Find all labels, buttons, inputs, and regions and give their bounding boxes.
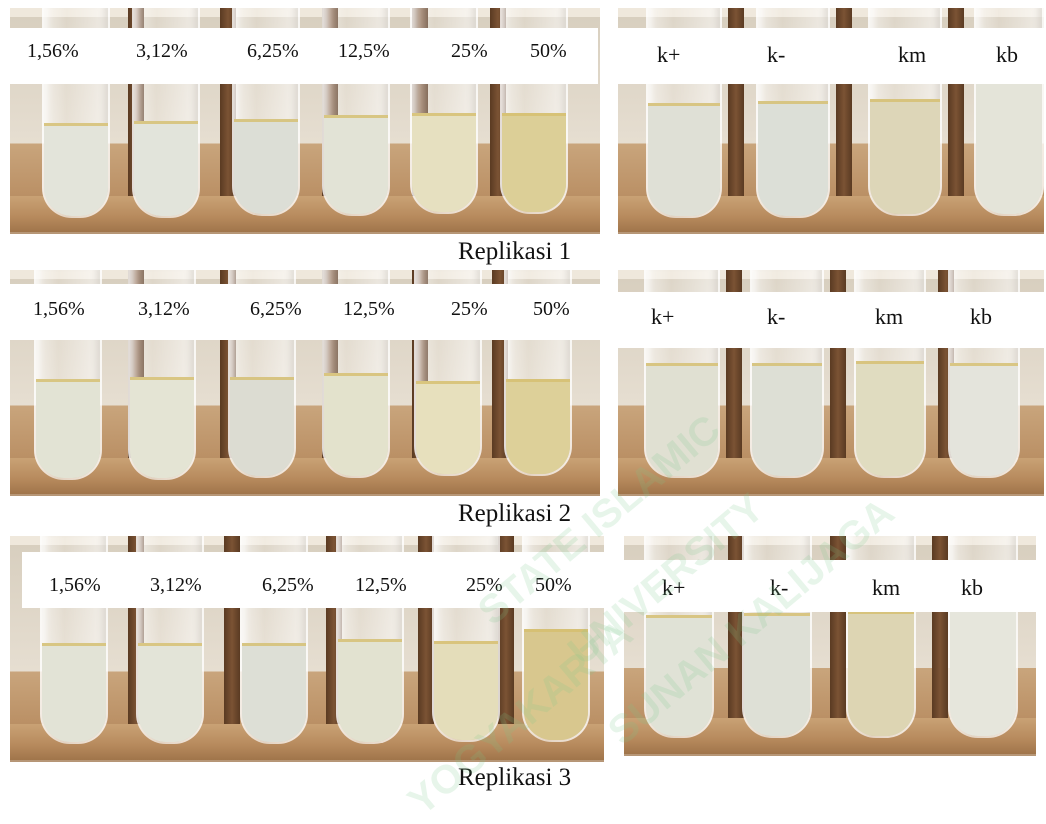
control-label: km xyxy=(898,42,927,67)
label-bar xyxy=(618,292,1044,348)
control-label: kb xyxy=(996,42,1018,67)
label-bar xyxy=(22,552,604,608)
concentration-label: 1,56% xyxy=(27,40,79,62)
concentration-label: 12,5% xyxy=(338,40,390,62)
label-bar xyxy=(10,284,600,340)
label-bar xyxy=(618,28,1044,84)
concentration-label: 6,25% xyxy=(262,574,314,596)
replikasi-3-control-photo xyxy=(624,536,1036,756)
control-label: km xyxy=(875,304,904,329)
replikasi-1-concentration-photo xyxy=(10,8,600,234)
concentration-label: 12,5% xyxy=(355,574,407,596)
replikasi-caption: Replikasi 1 xyxy=(458,238,572,265)
replikasi-3-concentration-photo xyxy=(10,536,604,762)
concentration-label: 50% xyxy=(530,40,567,62)
control-label: k+ xyxy=(651,304,675,329)
concentration-label: 1,56% xyxy=(49,574,101,596)
rack-slat xyxy=(10,196,600,234)
concentration-label: 50% xyxy=(535,574,572,596)
control-label: k- xyxy=(767,42,786,67)
concentration-label: 12,5% xyxy=(343,298,395,320)
replikasi-2-concentration-photo xyxy=(10,270,600,496)
concentration-label: 1,56% xyxy=(33,298,85,320)
concentration-label: 6,25% xyxy=(250,298,302,320)
label-bar xyxy=(624,560,1036,612)
concentration-label: 25% xyxy=(451,298,488,320)
replikasi-1-control-photo xyxy=(618,8,1044,234)
control-label: kb xyxy=(961,575,983,600)
test-tube xyxy=(240,536,308,744)
concentration-label: 6,25% xyxy=(247,40,299,62)
concentration-label: 25% xyxy=(466,574,503,596)
control-label: k+ xyxy=(662,575,686,600)
concentration-label: 25% xyxy=(451,40,488,62)
label-bar xyxy=(10,28,598,84)
rack-slat xyxy=(10,724,604,762)
concentration-label: 3,12% xyxy=(136,40,188,62)
test-tube xyxy=(644,270,720,478)
control-label: k+ xyxy=(657,42,681,67)
control-label: kb xyxy=(970,304,992,329)
control-label: km xyxy=(872,575,901,600)
rack-slat xyxy=(10,458,600,496)
replikasi-caption: Replikasi 3 xyxy=(458,764,572,791)
control-label: k- xyxy=(770,575,789,600)
control-label: k- xyxy=(767,304,786,329)
concentration-label: 3,12% xyxy=(150,574,202,596)
replikasi-2-control-photo xyxy=(618,270,1044,496)
replikasi-caption: Replikasi 2 xyxy=(458,500,572,527)
concentration-label: 3,12% xyxy=(138,298,190,320)
concentration-label: 50% xyxy=(533,298,570,320)
test-tube xyxy=(132,8,200,218)
